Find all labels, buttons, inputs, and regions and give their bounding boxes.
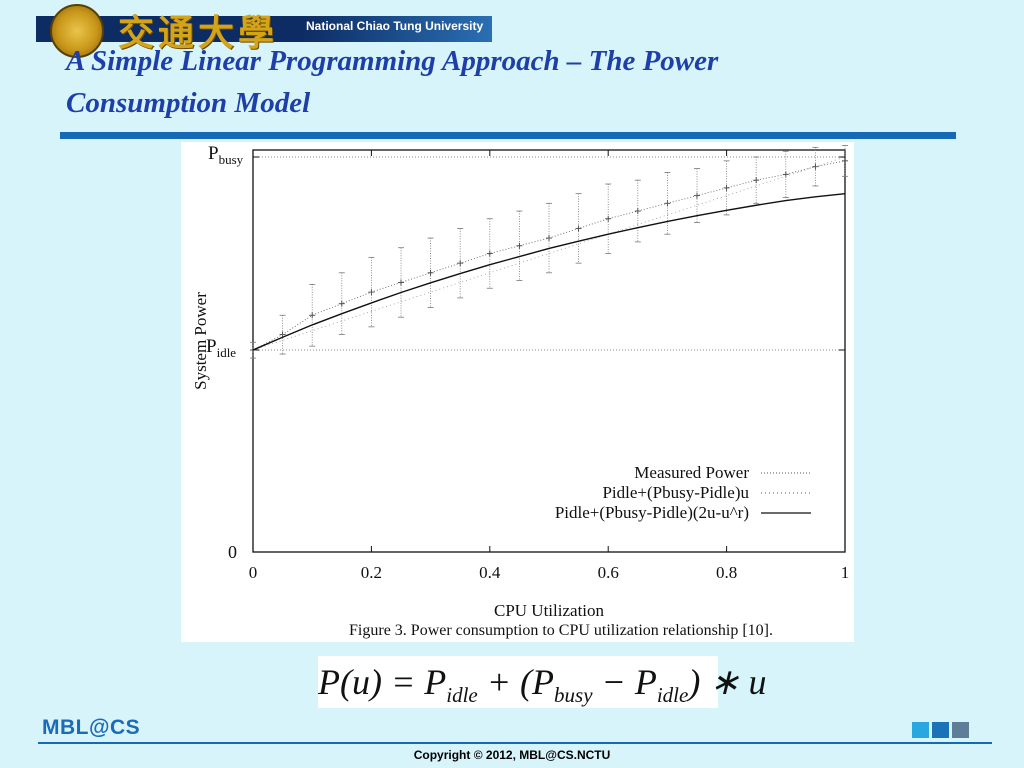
university-english-name: National Chiao Tung University xyxy=(306,19,484,33)
x-tick-label: 0.2 xyxy=(361,563,382,582)
y-label-zero: 0 xyxy=(228,542,237,562)
y-label-idle-sub: idle xyxy=(217,345,237,360)
formula-minus: − P xyxy=(592,662,657,702)
slide-title-line-2: Consumption Model xyxy=(66,87,311,119)
university-chinese-name: 交通大學 xyxy=(118,12,279,54)
x-tick-label: 1 xyxy=(841,563,850,582)
legend-label-measured: Measured Power xyxy=(634,463,749,482)
measured-series-line xyxy=(252,160,846,351)
formula-idle-sub-1: idle xyxy=(446,683,478,708)
footer-square-3 xyxy=(952,722,969,738)
x-tick-label: 0 xyxy=(249,563,258,582)
formula-tail: ) ∗ u xyxy=(688,662,767,702)
x-tick-label: 0.4 xyxy=(479,563,501,582)
title-divider xyxy=(60,132,956,139)
slide-title: A Simple Linear Programming Approach – T… xyxy=(66,40,966,124)
footer-square-2 xyxy=(932,722,949,738)
formula-busy-sub: busy xyxy=(554,683,593,708)
footer-divider xyxy=(38,742,992,744)
formula-plus: + (P xyxy=(477,662,555,702)
formula-lhs: P(u) = P xyxy=(318,662,447,702)
plot-frame xyxy=(252,149,846,553)
y-label-idle: Pidle xyxy=(206,336,236,360)
y-label-busy-sub: busy xyxy=(219,152,244,167)
footer-squares xyxy=(912,722,972,743)
formula-idle-sub-2: idle xyxy=(656,683,689,708)
x-tick-label: 0.8 xyxy=(716,563,737,582)
banner-gradient xyxy=(302,16,492,42)
power-chart: 0 0.2 0.4 0.6 0.8 1 0 Pidle Pbusy CPU Utilization… xyxy=(191,143,850,639)
y-label-busy: Pbusy xyxy=(208,143,244,167)
university-seal-icon xyxy=(50,4,104,58)
university-banner xyxy=(36,16,492,42)
footer-brand: MBL@CS xyxy=(42,716,141,739)
figure-panel: 0 0.2 0.4 0.6 0.8 1 0 Pidle Pbusy CPU Utilization… xyxy=(181,142,854,642)
model-curve xyxy=(252,192,846,351)
slide-title-line-1: A Simple Linear Programming Approach – T… xyxy=(66,45,719,77)
figure-caption: Figure 3. Power consumption to CPU utili… xyxy=(349,622,773,639)
x-axis-title: CPU Utilization xyxy=(494,601,605,620)
legend-label-model: Pidle+(Pbusy-Pidle)(2u-u^r) xyxy=(555,503,749,522)
legend-label-linear: Pidle+(Pbusy-Pidle)u xyxy=(602,483,749,502)
y-axis-title: System Power xyxy=(191,292,210,390)
formula: P(u) = Pidle + (Pbusy − Pidle) ∗ u xyxy=(318,656,766,708)
copyright-notice: Copyright © 2012, MBL@CS.NCTU xyxy=(413,748,611,762)
footer-square-1 xyxy=(912,722,929,738)
x-tick-label: 0.6 xyxy=(598,563,619,582)
